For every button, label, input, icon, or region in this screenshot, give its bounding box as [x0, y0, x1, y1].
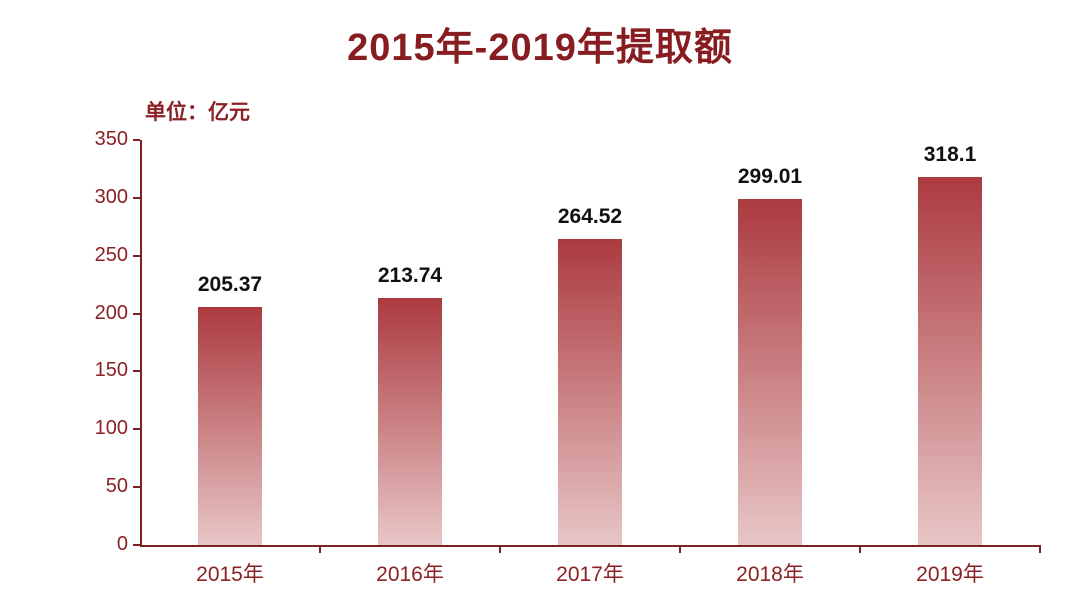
y-axis-line	[140, 140, 142, 547]
y-tick-label: 200	[94, 301, 128, 324]
bar	[558, 238, 622, 545]
x-tick-label: 2017年	[556, 563, 624, 586]
unit-label: 单位：亿元	[145, 101, 250, 124]
x-tick-label: 2018年	[736, 563, 804, 586]
x-tick-mark	[499, 545, 501, 553]
bar	[378, 297, 442, 545]
bar-value-label: 264.52	[557, 204, 623, 228]
y-tick-mark	[133, 370, 140, 373]
bar	[918, 176, 982, 545]
bar	[198, 307, 262, 545]
y-tick-label: 50	[105, 475, 128, 498]
x-tick-mark	[859, 545, 861, 553]
bar	[738, 199, 802, 545]
chart-title: 2015年-2019年提取额	[347, 27, 733, 69]
y-tick-label: 0	[116, 533, 128, 555]
x-tick-label: 2019年	[916, 563, 984, 586]
x-tick-mark	[1039, 545, 1041, 553]
y-tick-mark	[133, 544, 140, 546]
y-tick-label: 350	[94, 128, 128, 150]
y-tick-mark	[133, 254, 140, 257]
x-tick-label: 2016年	[376, 563, 444, 586]
y-tick-label: 300	[94, 185, 128, 208]
y-tick-label: 100	[94, 417, 128, 440]
y-tick-mark	[133, 312, 140, 315]
y-tick-mark	[133, 139, 140, 141]
x-tick-label: 2015年	[196, 563, 264, 586]
bar-value-label: 318.1	[923, 142, 977, 166]
x-tick-mark	[319, 545, 321, 553]
plot-area: 0 50 100 150 200 250 300 350 205.37 2015年 213.74 20…	[95, 128, 1041, 586]
y-tick-label: 150	[94, 359, 128, 382]
bar-value-label: 213.74	[377, 263, 443, 287]
y-tick-mark	[133, 486, 140, 489]
x-axis-line	[140, 545, 1040, 547]
bar-value-label: 205.37	[197, 273, 263, 297]
y-tick-label: 250	[94, 243, 128, 266]
y-tick-mark	[133, 196, 140, 199]
x-tick-mark	[679, 545, 681, 553]
y-tick-mark	[133, 428, 140, 431]
bar-value-label: 299.01	[737, 165, 803, 188]
